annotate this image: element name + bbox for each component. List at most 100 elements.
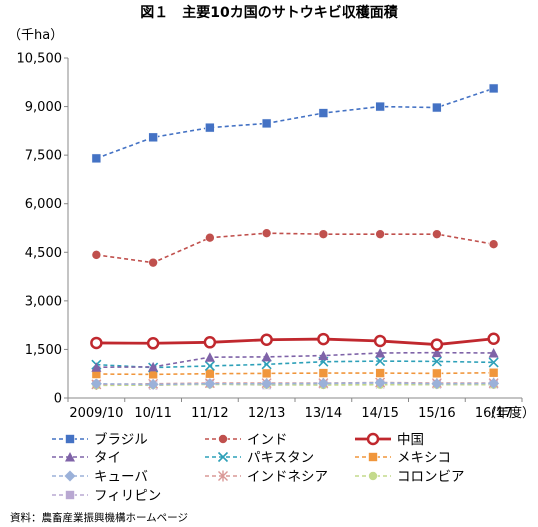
- legend-label: コロンビア: [397, 469, 465, 485]
- legend-item: タイ: [52, 450, 121, 466]
- legend-label: メキシコ: [397, 450, 451, 466]
- data-point: [148, 132, 158, 143]
- x-tick-label: 13/14: [305, 406, 342, 421]
- data-point: [375, 368, 385, 378]
- data-point: [204, 352, 215, 362]
- x-tick-label: 12/13: [248, 406, 285, 421]
- series-2: [90, 332, 500, 351]
- data-point: [432, 368, 442, 379]
- y-tick-label: 1,500: [25, 343, 62, 358]
- series-line: [96, 232, 494, 264]
- data-point: [374, 377, 386, 389]
- legend-label: タイ: [94, 450, 121, 466]
- x-tick-label: 2009/10: [69, 406, 123, 421]
- y-tick-label: 7,500: [25, 149, 62, 164]
- data-point: [375, 101, 385, 112]
- data-point: [205, 122, 215, 133]
- data-point: [91, 362, 102, 372]
- data-point: [318, 108, 329, 118]
- y-tick-label: 4,500: [25, 246, 62, 261]
- plot-area: 0 1,500 3,000 4,500 6,000 7,500 9,000 10,500 200…: [17, 52, 536, 422]
- series-line: [96, 381, 494, 386]
- legend-swatch-marker: [65, 434, 75, 444]
- data-point: [488, 239, 499, 249]
- source-note: 資料：農畜産業振興機構ホームページ: [10, 511, 188, 524]
- data-point: [318, 350, 329, 361]
- data-point: [317, 332, 330, 346]
- legend-swatch-marker: [368, 471, 378, 481]
- data-point: [261, 351, 272, 362]
- chart-title: 図１ 主要10カ国のサトウキビ収穫面積: [140, 4, 398, 21]
- series-line: [96, 360, 494, 369]
- data-point: [431, 347, 442, 358]
- x-axis-suffix: （年度）: [483, 405, 535, 421]
- data-point: [488, 357, 499, 368]
- legend-swatch-marker: [65, 490, 75, 500]
- data-point: [90, 378, 102, 390]
- y-tick-label: 10,500: [17, 52, 63, 67]
- y-tick-label: 0: [54, 392, 62, 407]
- data-point: [373, 334, 387, 348]
- data-point: [261, 368, 272, 379]
- y-tick-label: 3,000: [25, 294, 62, 309]
- data-point: [488, 347, 499, 358]
- x-tick-label: 16/17: [475, 406, 512, 421]
- data-point: [430, 338, 444, 351]
- legend-label: フィリピン: [94, 488, 161, 504]
- legend-item: インドネシア: [205, 469, 328, 485]
- data-point: [204, 378, 216, 390]
- data-point: [260, 333, 273, 346]
- series-line: [96, 371, 494, 376]
- legend-label: 中国: [397, 432, 424, 448]
- data-point: [375, 347, 386, 358]
- data-point: [375, 229, 385, 239]
- data-point: [318, 229, 329, 239]
- legend-swatch-marker: [218, 470, 228, 482]
- series-1: [91, 228, 499, 268]
- y-tick-label: 6,000: [25, 197, 62, 212]
- series-0: [91, 83, 499, 164]
- data-point: [147, 378, 159, 390]
- legend-item: ブラジル: [52, 431, 148, 448]
- legend-item: フィリピン: [52, 488, 161, 504]
- legend-swatch-marker: [217, 451, 229, 463]
- legend-item: パキスタン: [205, 450, 314, 466]
- legend-swatch-marker: [218, 434, 228, 444]
- legend-item: メキシコ: [355, 450, 451, 466]
- data-point: [261, 118, 272, 129]
- series-line: [96, 337, 494, 346]
- x-tick-label: 11/12: [191, 406, 228, 421]
- data-point: [148, 361, 159, 372]
- data-point: [488, 367, 499, 378]
- data-point: [432, 102, 442, 113]
- data-point: [318, 368, 329, 378]
- data-point: [375, 356, 386, 367]
- series-3: [91, 347, 499, 372]
- data-point: [91, 250, 102, 260]
- legend-swatch-marker: [366, 432, 380, 446]
- data-point: [431, 378, 443, 390]
- data-point: [261, 228, 272, 238]
- data-point: [431, 356, 442, 367]
- legend-label: インドネシア: [247, 469, 328, 485]
- x-tick-label: 10/11: [134, 406, 171, 421]
- data-point: [432, 229, 442, 239]
- data-point: [204, 360, 215, 372]
- data-point: [148, 257, 158, 268]
- y-tick-label: 9,000: [25, 100, 62, 115]
- data-point: [488, 83, 499, 94]
- data-point: [205, 368, 215, 379]
- data-point: [488, 377, 500, 389]
- legend-label: インド: [247, 432, 288, 448]
- data-point: [261, 378, 273, 390]
- x-tick-label: 15/16: [418, 406, 455, 421]
- legend-item: コロンビア: [355, 469, 465, 485]
- data-point: [205, 232, 215, 243]
- legend-item: キューバ: [52, 469, 148, 485]
- legend-label: キューバ: [94, 469, 148, 485]
- legend-item: 中国: [355, 432, 424, 448]
- x-tick-label: 14/15: [361, 406, 398, 421]
- data-point: [487, 332, 500, 345]
